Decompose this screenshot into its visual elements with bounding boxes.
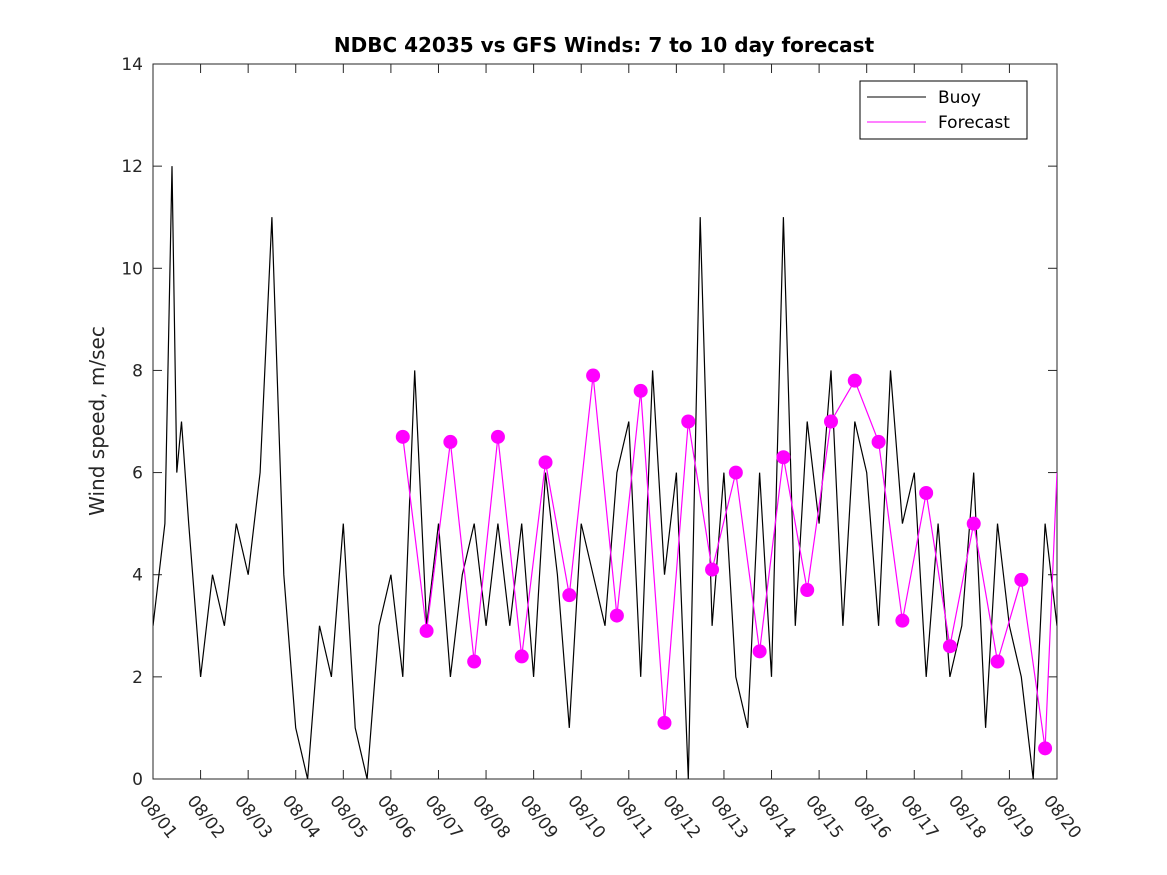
forecast-point bbox=[490, 429, 505, 444]
forecast-point bbox=[705, 562, 720, 577]
axes-box bbox=[152, 63, 1058, 780]
legend-buoy-label: Buoy bbox=[938, 88, 981, 108]
legend-box bbox=[859, 80, 1028, 140]
forecast-point bbox=[990, 654, 1005, 669]
forecast-point bbox=[871, 434, 886, 449]
legend-forecast-label: Forecast bbox=[938, 113, 1010, 133]
chart-title: NDBC 42035 vs GFS Winds: 7 to 10 day for… bbox=[334, 33, 875, 57]
forecast-point bbox=[1038, 741, 1053, 756]
y-tick-label: 2 bbox=[132, 668, 143, 688]
forecast-point bbox=[919, 486, 934, 500]
y-tick-label: 0 bbox=[132, 770, 143, 790]
forecast-point bbox=[419, 623, 434, 638]
forecast-point bbox=[395, 429, 410, 444]
y-axis-label: Wind speed, m/sec bbox=[85, 326, 109, 516]
forecast-point bbox=[586, 368, 601, 383]
forecast-point bbox=[633, 383, 648, 398]
forecast-point bbox=[562, 588, 577, 603]
y-tick-label: 12 bbox=[121, 157, 143, 177]
legend: Buoy Forecast bbox=[859, 80, 1028, 140]
forecast-point bbox=[467, 654, 482, 669]
forecast-point bbox=[609, 608, 624, 623]
y-tick-label: 8 bbox=[132, 361, 143, 381]
forecast-point bbox=[847, 373, 862, 388]
forecast-point bbox=[657, 715, 672, 730]
forecast-point bbox=[752, 644, 767, 659]
series-line-buoy bbox=[153, 166, 1057, 779]
forecast-point bbox=[824, 414, 838, 429]
y-tick-label: 14 bbox=[121, 55, 143, 75]
y-tick-label: 4 bbox=[132, 566, 143, 586]
forecast-point bbox=[895, 613, 910, 628]
forecast-point bbox=[966, 516, 981, 531]
y-tick-label: 10 bbox=[121, 259, 143, 279]
forecast-point bbox=[728, 465, 743, 480]
forecast-point bbox=[942, 639, 957, 654]
forecast-point bbox=[538, 455, 553, 470]
forecast-point bbox=[514, 649, 529, 664]
forecast-point bbox=[681, 414, 696, 429]
forecast-point bbox=[800, 583, 815, 598]
forecast-point bbox=[776, 450, 791, 465]
forecast-point bbox=[1014, 572, 1029, 587]
forecast-point bbox=[443, 434, 458, 449]
y-tick-label: 6 bbox=[132, 464, 143, 484]
